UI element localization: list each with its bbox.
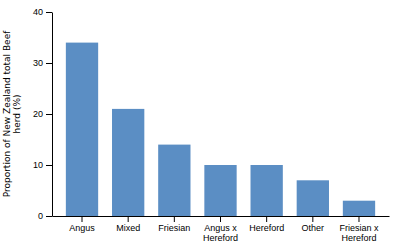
bar bbox=[343, 201, 375, 216]
bar bbox=[158, 145, 190, 216]
x-axis: Angus Mixed Friesian Angus xHereford Herefor… bbox=[53, 216, 390, 243]
chart: Angus Mixed Friesian Angus xHereford Herefor… bbox=[0, 0, 399, 252]
tick: Friesian xHereford bbox=[339, 216, 379, 243]
tick-mark bbox=[46, 12, 52, 13]
tick-label: 20 bbox=[33, 109, 43, 119]
plot: Angus Mixed Friesian Angus xHereford Herefor… bbox=[2, 7, 390, 243]
tick: Hereford bbox=[249, 216, 284, 233]
tick: Mixed bbox=[116, 216, 140, 233]
y-axis-title: Proportion of New Zealand total Beefherd… bbox=[2, 30, 22, 198]
tick-mark bbox=[46, 114, 52, 115]
tick: Other bbox=[302, 216, 325, 233]
tick: Friesian bbox=[158, 216, 190, 233]
tick: 0 bbox=[38, 211, 52, 221]
tick-mark bbox=[128, 216, 129, 222]
tick-label: 0 bbox=[38, 211, 43, 221]
axis-line bbox=[52, 13, 53, 217]
tick-mark bbox=[46, 165, 52, 166]
y-axis: 0 10 20 30 40 bbox=[33, 7, 53, 221]
tick-label: Friesian bbox=[158, 223, 190, 233]
tick: 40 bbox=[33, 7, 52, 17]
bars bbox=[66, 43, 375, 216]
tick-label: 40 bbox=[33, 7, 43, 17]
bar bbox=[66, 43, 98, 216]
bar bbox=[204, 165, 236, 216]
tick-mark bbox=[46, 63, 52, 64]
tick-mark bbox=[174, 216, 175, 222]
tick-mark bbox=[220, 216, 221, 222]
tick-mark bbox=[358, 216, 359, 222]
tick-label: 10 bbox=[33, 160, 43, 170]
tick-label: Friesian xHereford bbox=[339, 223, 379, 243]
tick-label: Angus xHereford bbox=[203, 223, 238, 243]
tick: 30 bbox=[33, 58, 52, 68]
tick-mark bbox=[82, 216, 83, 222]
bar bbox=[251, 165, 283, 216]
bar bbox=[112, 109, 144, 216]
tick: 20 bbox=[33, 109, 52, 119]
tick-mark bbox=[312, 216, 313, 222]
bar bbox=[297, 180, 329, 216]
tick-label: 30 bbox=[33, 58, 43, 68]
tick: Angus xHereford bbox=[203, 216, 238, 243]
tick-mark bbox=[46, 216, 52, 217]
tick-label: Mixed bbox=[116, 223, 140, 233]
tick-label: Hereford bbox=[249, 223, 284, 233]
tick-mark bbox=[266, 216, 267, 222]
tick-label: Other bbox=[302, 223, 325, 233]
tick: Angus bbox=[69, 216, 95, 233]
tick-label: Angus bbox=[69, 223, 95, 233]
tick: 10 bbox=[33, 160, 52, 170]
